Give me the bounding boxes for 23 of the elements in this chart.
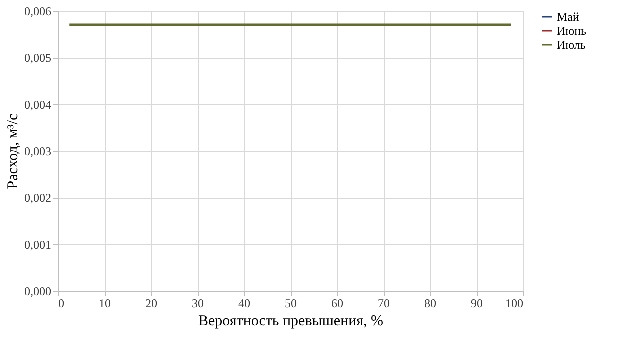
- y-tick-label: 0,004: [24, 98, 52, 112]
- x-tick-label: 30: [192, 296, 204, 310]
- y-tick-label: 0,001: [24, 238, 52, 252]
- y-tick-label: 0,002: [24, 191, 52, 206]
- y-tick-label: 0,000: [24, 284, 52, 298]
- x-tick-label: 90: [471, 296, 483, 310]
- legend-label: Июль: [557, 38, 586, 52]
- legend-label: Май: [557, 10, 580, 24]
- y-tick-label: 0,006: [24, 4, 52, 18]
- x-tick-label: 100: [506, 296, 524, 310]
- x-tick-label: 50: [285, 296, 297, 310]
- x-axis-title: Вероятность превышения, %: [198, 314, 384, 330]
- x-tick-label: 70: [378, 296, 390, 310]
- x-tick-label: 0: [58, 296, 64, 310]
- x-tick-label: 80: [424, 296, 436, 310]
- y-tick-label: 0,005: [24, 51, 52, 66]
- x-tick-label: 60: [332, 296, 344, 310]
- y-tick-label: 0,003: [24, 144, 52, 158]
- y-axis-title: Расход, м³/с: [6, 113, 22, 190]
- x-tick-label: 20: [146, 296, 158, 310]
- legend-label: Июнь: [557, 24, 588, 38]
- x-tick-label: 10: [99, 296, 111, 310]
- x-tick-label: 40: [238, 296, 250, 310]
